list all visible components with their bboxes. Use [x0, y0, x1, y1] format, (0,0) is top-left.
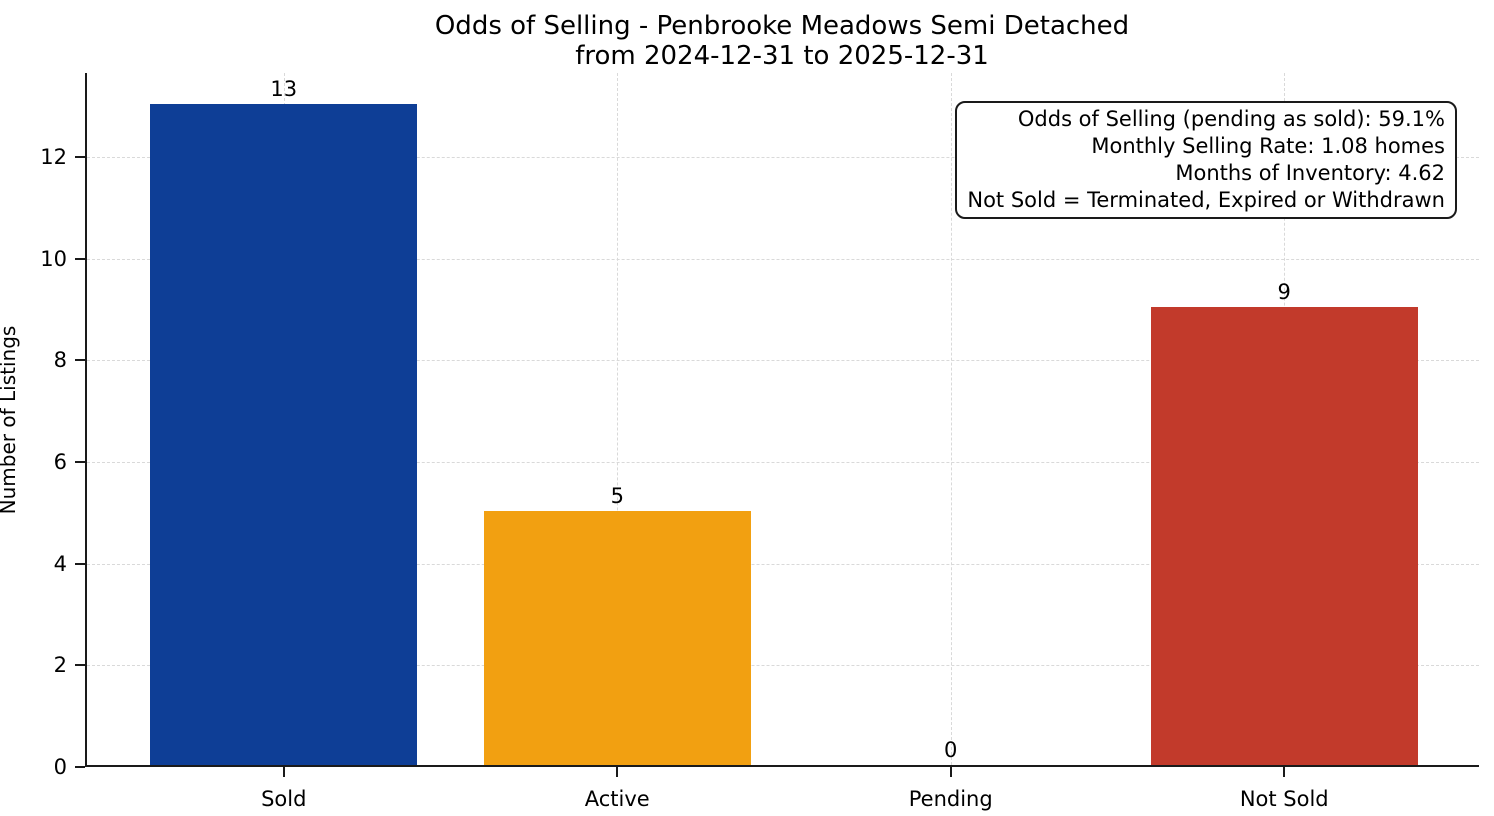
x-tick-mark-pending [949, 767, 952, 777]
bar-value-label-active: 5 [610, 483, 624, 508]
x-tick-label-pending: Pending [908, 787, 993, 811]
y-tick-mark-0 [75, 766, 85, 768]
plot-area: 0 2 4 6 8 10 12 Sold Active Pending Not Sold 13 5 0 9 [40, 73, 1479, 811]
gridline-horizontal-10 [87, 258, 1479, 260]
y-tick-mark-6 [75, 460, 85, 463]
gridline-horizontal-2 [87, 665, 1479, 667]
y-tick-label-4: 4 [53, 551, 67, 576]
bar-value-label-pending: 0 [944, 738, 958, 762]
annotation-monthly-selling-rate: Monthly Selling Rate: 1.08 homes [1091, 134, 1445, 158]
x-tick-mark-not-sold [1283, 767, 1286, 777]
bar-active [483, 510, 751, 765]
gridline-horizontal-8 [87, 360, 1479, 362]
gridline-vertical-active [617, 73, 619, 765]
y-tick-mark-4 [75, 562, 85, 565]
y-tick-label-10: 10 [40, 246, 67, 271]
gridline-horizontal-12 [87, 156, 1479, 158]
x-tick-label-not-sold: Not Sold [1239, 787, 1329, 811]
x-tick-label-sold: Sold [261, 787, 307, 811]
y-tick-label-12: 12 [40, 144, 67, 169]
x-tick-label-active: Active [584, 787, 650, 811]
y-tick-label-8: 8 [53, 348, 67, 373]
bar-value-label-not-sold: 9 [1277, 280, 1291, 305]
y-tick-label-0: 0 [53, 755, 67, 779]
y-tick-label-2: 2 [53, 653, 67, 678]
y-tick-mark-8 [75, 359, 85, 362]
bar-sold [150, 104, 418, 765]
annotation-odds-of-selling: Odds of Selling (pending as sold): 59.1% [1017, 107, 1445, 131]
annotation-not-sold-definition: Not Sold = Terminated, Expired or Withdr… [967, 188, 1445, 212]
chart-title: Odds of Selling - Penbrooke Meadows Semi… [85, 11, 1479, 71]
y-tick-mark-10 [75, 257, 85, 260]
y-tick-mark-2 [75, 664, 85, 667]
bar-not-sold [1150, 307, 1418, 765]
chart-title-line1: Odds of Selling - Penbrooke Meadows Semi… [434, 11, 1130, 41]
bar-value-label-sold: 13 [270, 77, 298, 102]
y-tick-mark-12 [75, 155, 85, 158]
x-tick-mark-active [616, 767, 619, 777]
gridline-horizontal-4 [87, 563, 1479, 565]
gridline-vertical-pending [950, 73, 952, 765]
gridline-horizontal-6 [87, 461, 1479, 463]
chart-title-line2: from 2024-12-31 to 2025-12-31 [575, 41, 989, 71]
x-tick-mark-sold [282, 767, 285, 777]
annotation-box: Odds of Selling (pending as sold): 59.1%… [955, 101, 1457, 219]
annotation-months-of-inventory: Months of Inventory: 4.62 [1175, 161, 1445, 185]
y-tick-label-6: 6 [53, 449, 67, 474]
